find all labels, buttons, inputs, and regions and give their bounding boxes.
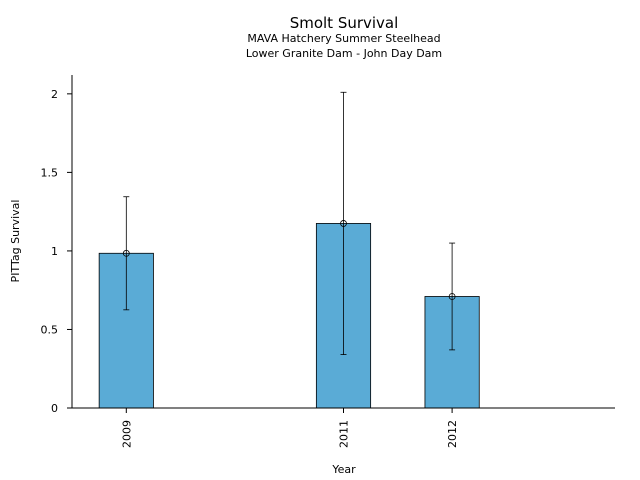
y-tick-label: 2 xyxy=(51,88,58,101)
value-marker-2009 xyxy=(122,249,130,257)
x-axis-label: Year xyxy=(331,463,356,476)
value-marker-2011 xyxy=(340,220,347,227)
value-marker-2012 xyxy=(448,293,456,300)
chart-subtitle-line-1: MAVA Hatchery Summer Steelhead xyxy=(247,32,440,45)
chart-subtitle-line-2: Lower Granite Dam - John Day Dam xyxy=(246,47,442,60)
plot-area xyxy=(98,91,480,409)
chart-title: Smolt Survival xyxy=(290,14,399,32)
y-tick-label: 0.5 xyxy=(41,323,59,336)
x-tick-label: 2011 xyxy=(338,420,351,448)
y-axis-label: PITTag Survival xyxy=(9,200,22,283)
x-tick-label: 2012 xyxy=(446,420,459,448)
x-tick-label: 2009 xyxy=(120,420,133,448)
y-tick-label: 0 xyxy=(51,402,58,415)
y-tick-label: 1.5 xyxy=(41,166,59,179)
y-tick-label: 1 xyxy=(51,245,58,258)
